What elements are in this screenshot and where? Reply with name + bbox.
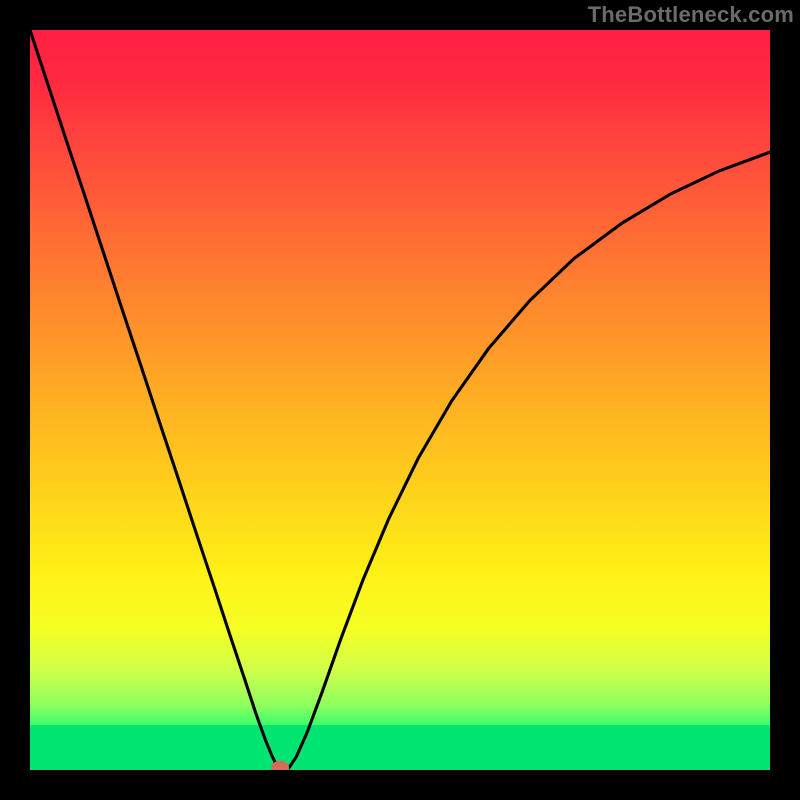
frame-border-right: [770, 0, 800, 800]
frame-border-left: [0, 0, 30, 800]
chart-svg: [30, 30, 770, 770]
plot-area: [30, 30, 770, 770]
frame-border-bottom: [0, 770, 800, 800]
watermark-text: TheBottleneck.com: [588, 2, 794, 28]
bottom-band: [30, 726, 770, 770]
gradient-background: [30, 30, 770, 726]
